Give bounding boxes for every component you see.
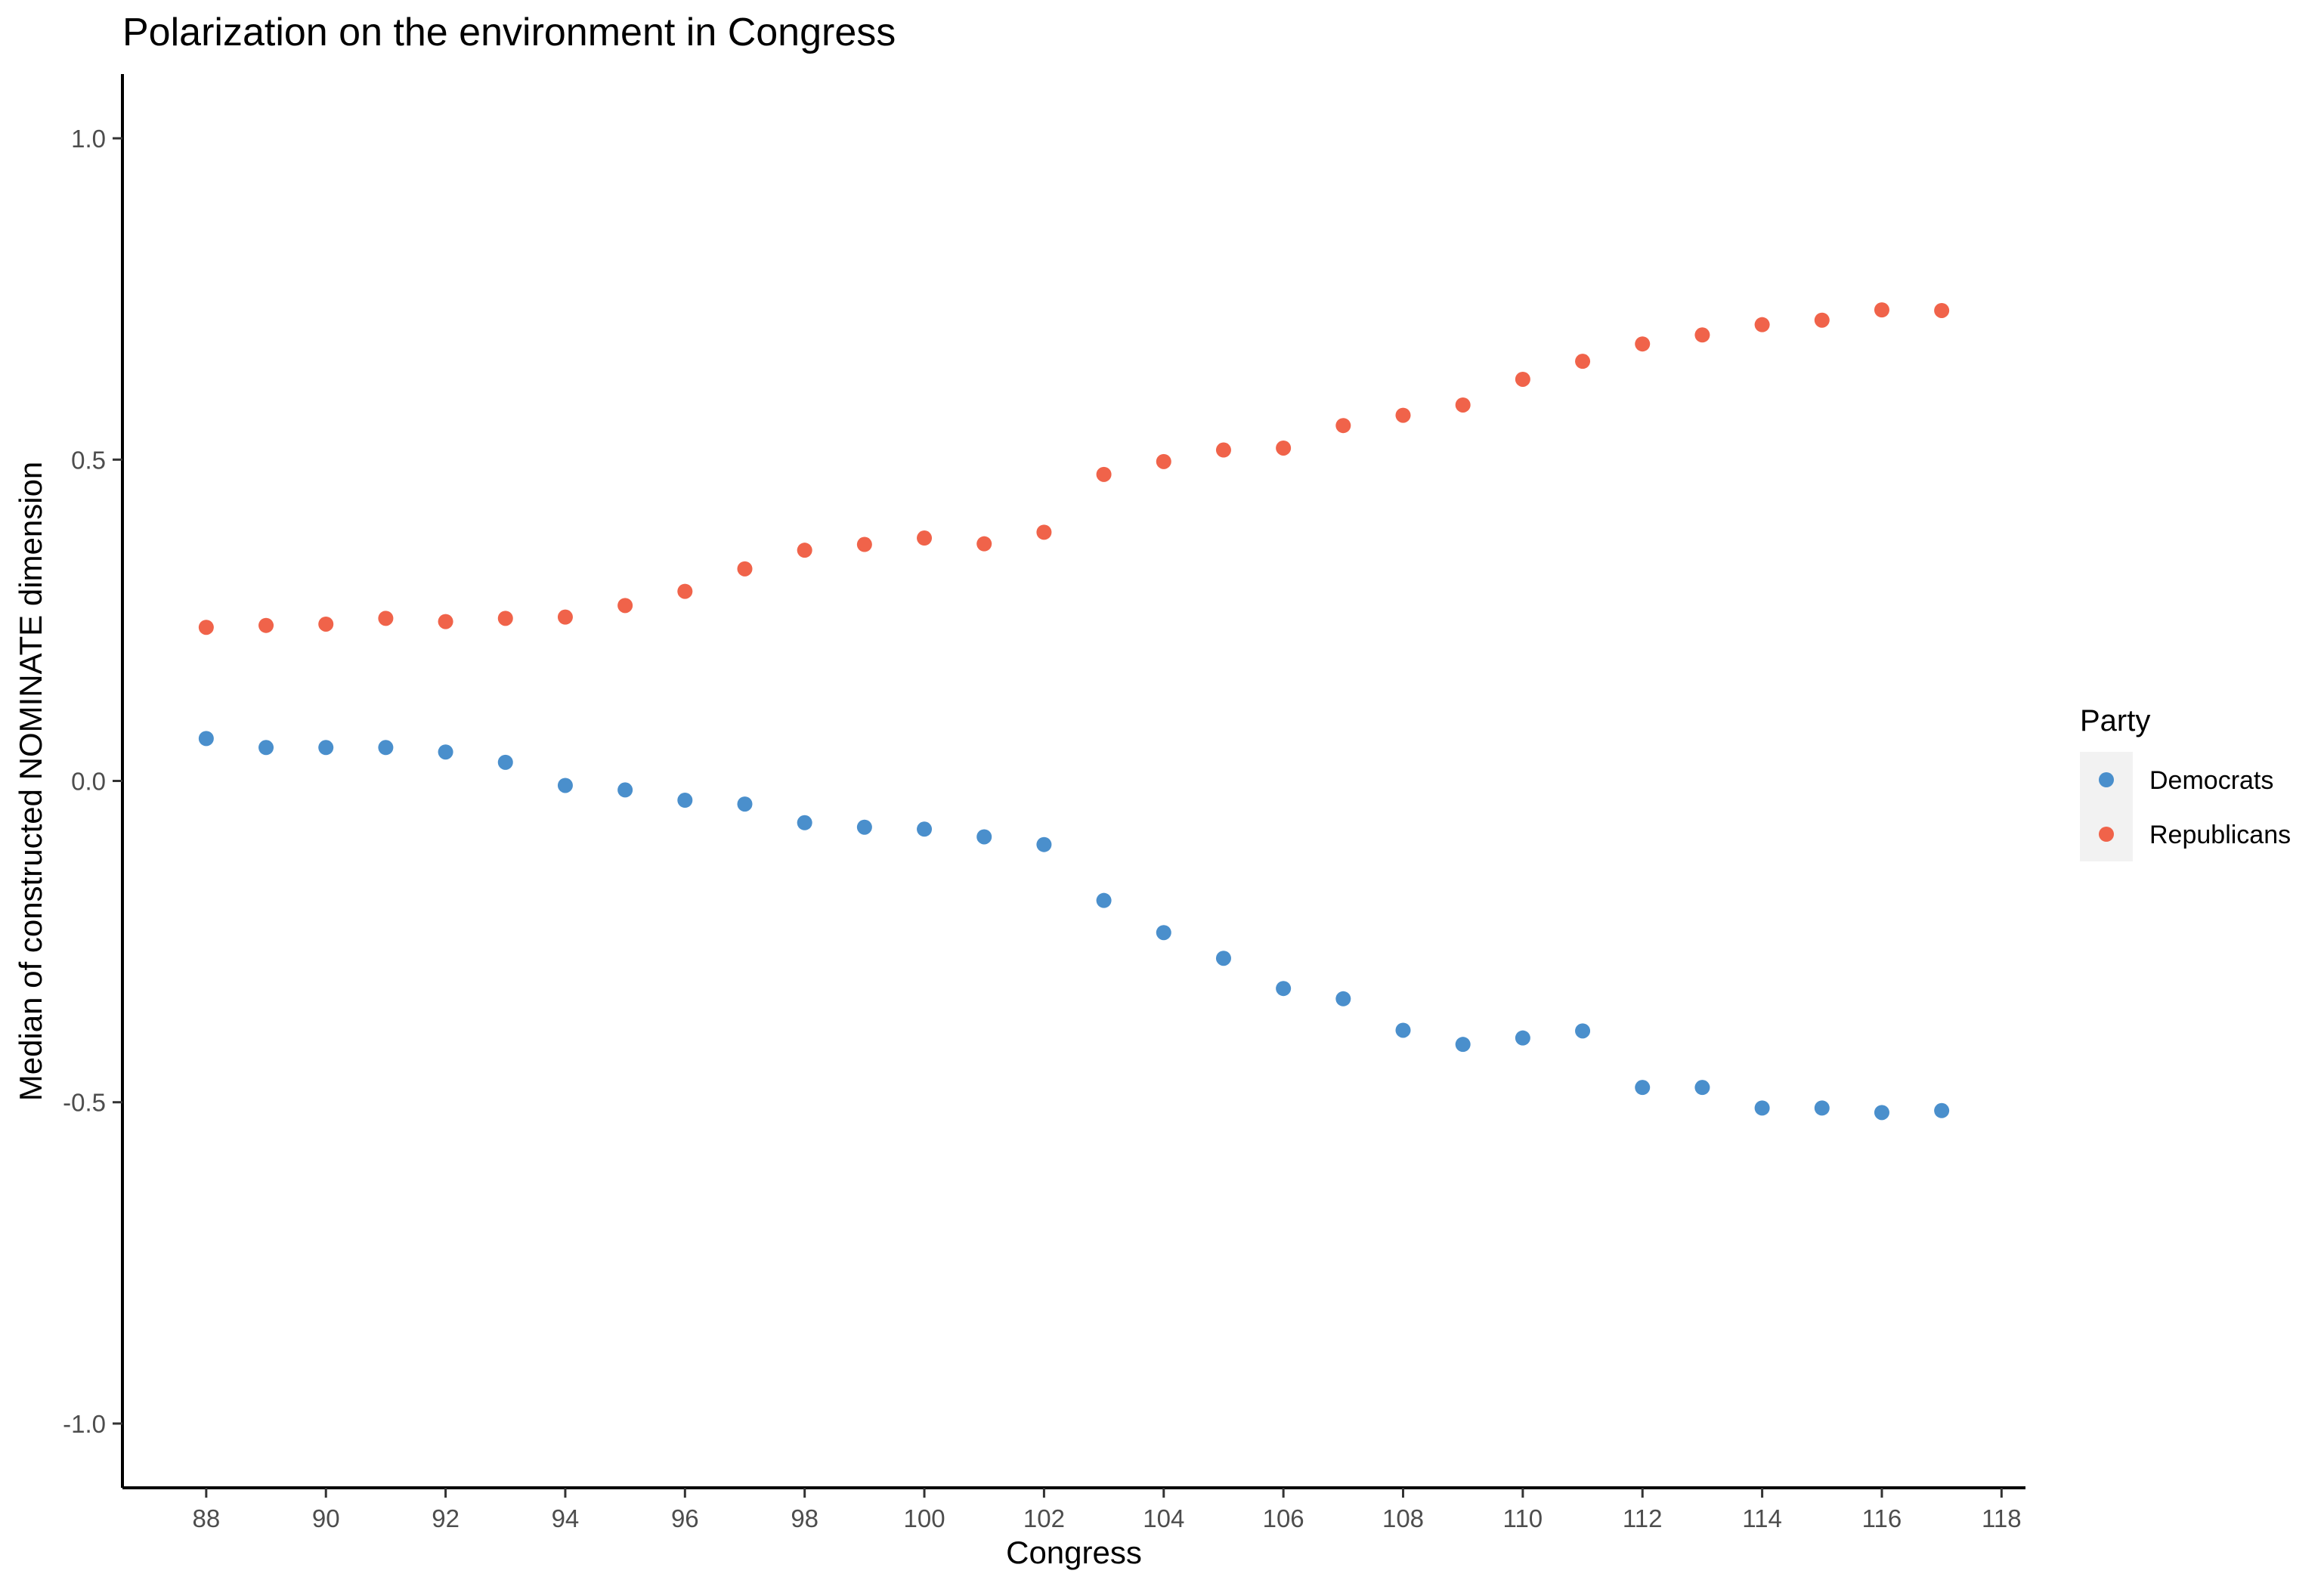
data-point-democrats — [737, 796, 753, 812]
legend-marker-republicans — [2099, 827, 2114, 842]
data-point-democrats — [1455, 1037, 1471, 1053]
data-point-republicans — [917, 530, 933, 546]
series-democrats — [198, 731, 1950, 1121]
data-point-democrats — [258, 740, 274, 756]
x-tick-label: 106 — [1263, 1504, 1304, 1532]
data-point-republicans — [1814, 312, 1830, 328]
data-point-democrats — [1515, 1030, 1530, 1046]
x-tick-label: 116 — [1862, 1504, 1902, 1532]
data-point-democrats — [1096, 892, 1112, 908]
data-point-democrats — [438, 744, 453, 760]
data-point-republicans — [1874, 302, 1889, 318]
data-point-republicans — [976, 536, 992, 552]
data-point-republicans — [1635, 336, 1651, 352]
data-point-democrats — [1395, 1022, 1411, 1038]
data-point-republicans — [1455, 397, 1471, 413]
data-point-republicans — [797, 543, 812, 558]
data-point-democrats — [198, 731, 214, 747]
plot-panel — [198, 302, 1950, 1121]
data-point-republicans — [1934, 302, 1950, 318]
data-point-republicans — [1515, 371, 1530, 387]
data-point-republicans — [1575, 354, 1591, 369]
data-point-republicans — [318, 616, 334, 632]
data-point-democrats — [378, 740, 394, 756]
data-point-republicans — [1096, 466, 1112, 482]
data-point-republicans — [737, 561, 753, 577]
x-tick-label: 98 — [791, 1504, 819, 1532]
x-tick-label: 112 — [1623, 1504, 1663, 1532]
data-point-republicans — [1215, 442, 1231, 458]
data-point-democrats — [1814, 1100, 1830, 1116]
data-point-democrats — [677, 793, 693, 809]
x-tick-label: 104 — [1143, 1504, 1184, 1532]
data-point-democrats — [1754, 1100, 1770, 1116]
data-point-democrats — [1874, 1105, 1889, 1121]
x-axis-title: Congress — [1006, 1535, 1142, 1570]
legend-marker-democrats — [2099, 772, 2114, 787]
data-point-democrats — [856, 819, 872, 835]
data-point-republicans — [258, 617, 274, 633]
legend-key-background — [2080, 752, 2133, 861]
x-tick-label: 92 — [432, 1504, 460, 1532]
data-point-democrats — [1335, 991, 1351, 1006]
y-tick-label: 1.0 — [71, 125, 106, 153]
data-point-democrats — [917, 821, 933, 837]
series-republicans — [198, 302, 1950, 635]
y-tick-label: -1.0 — [63, 1410, 106, 1438]
x-tick-label: 90 — [312, 1504, 340, 1532]
data-point-republicans — [1156, 453, 1171, 469]
data-point-democrats — [1215, 951, 1231, 966]
data-point-democrats — [497, 754, 513, 770]
x-axis-ticks: 88 90 92 94 96 98 100 102 104 106 108 110 112 114 116 1… — [192, 1488, 2022, 1532]
data-point-republicans — [677, 583, 693, 599]
data-point-democrats — [797, 815, 812, 830]
legend-title: Party — [2080, 704, 2150, 737]
data-point-democrats — [976, 829, 992, 845]
legend: Party Democrats Republicans — [2080, 704, 2291, 861]
data-point-democrats — [1036, 836, 1052, 852]
x-tick-label: 96 — [671, 1504, 699, 1532]
data-point-republicans — [1754, 317, 1770, 332]
x-tick-label: 108 — [1382, 1504, 1424, 1532]
data-point-republicans — [497, 611, 513, 626]
data-point-republicans — [617, 598, 633, 614]
legend-items: Democrats Republicans — [2099, 766, 2291, 849]
data-point-democrats — [1575, 1023, 1591, 1039]
data-point-democrats — [318, 740, 334, 756]
x-tick-label: 94 — [552, 1504, 580, 1532]
data-point-democrats — [1694, 1080, 1710, 1096]
x-tick-label: 100 — [904, 1504, 945, 1532]
data-point-republicans — [1335, 418, 1351, 434]
data-point-democrats — [1635, 1080, 1651, 1096]
chart-title: Polarization on the environment in Congr… — [122, 11, 896, 54]
data-point-republicans — [557, 609, 573, 625]
data-point-democrats — [1276, 981, 1292, 997]
data-point-democrats — [617, 782, 633, 798]
x-tick-label: 118 — [1982, 1504, 2022, 1532]
data-point-republicans — [1036, 524, 1052, 540]
y-axis-title: Median of constructed NOMINATE dimension — [13, 462, 48, 1102]
x-tick-label: 114 — [1742, 1504, 1782, 1532]
y-tick-label: 0.5 — [71, 446, 106, 474]
data-point-republicans — [1395, 407, 1411, 423]
data-point-democrats — [1934, 1102, 1950, 1118]
data-point-republicans — [1276, 440, 1292, 456]
legend-label-democrats: Democrats — [2149, 766, 2273, 795]
y-tick-label: -0.5 — [63, 1089, 106, 1117]
data-point-republicans — [1694, 327, 1710, 343]
data-point-republicans — [438, 614, 453, 629]
x-tick-label: 102 — [1023, 1504, 1065, 1532]
y-axis-ticks: -1.0 -0.5 0.0 0.5 1.0 — [63, 125, 122, 1438]
data-point-democrats — [557, 778, 573, 793]
data-point-republicans — [198, 620, 214, 635]
data-point-republicans — [856, 536, 872, 552]
data-point-republicans — [378, 611, 394, 626]
y-tick-label: 0.0 — [71, 768, 106, 796]
data-point-democrats — [1156, 925, 1171, 941]
x-tick-label: 88 — [192, 1504, 220, 1532]
legend-label-republicans: Republicans — [2149, 821, 2291, 849]
x-tick-label: 110 — [1503, 1504, 1543, 1532]
